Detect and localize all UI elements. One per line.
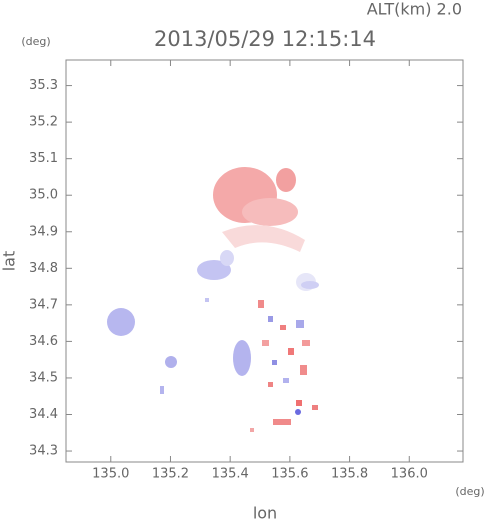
x-tick-label: 136.0 bbox=[391, 467, 428, 482]
echo-field bbox=[107, 167, 319, 432]
y-tick-label: 34.7 bbox=[29, 297, 58, 312]
altitude-label: ALT(km) 2.0 bbox=[367, 0, 462, 19]
y-tick-label: 34.8 bbox=[29, 261, 58, 276]
y-tick-label: 35.3 bbox=[29, 78, 58, 93]
y-tick-label: 35.1 bbox=[29, 151, 58, 166]
x-tick-label: 135.2 bbox=[152, 467, 189, 482]
x-tick-label: 135.8 bbox=[331, 467, 368, 482]
y-tick-label: 35.0 bbox=[29, 188, 58, 203]
y-tick-label: 34.5 bbox=[29, 370, 58, 385]
x-tick-label: 135.4 bbox=[212, 467, 249, 482]
x-tick-label: 135.6 bbox=[271, 467, 308, 482]
chart-title: 2013/05/29 12:15:14 bbox=[154, 27, 376, 51]
plot-frame bbox=[65, 59, 464, 463]
y-tick-label: 34.6 bbox=[29, 334, 58, 349]
y-tick-label: 34.3 bbox=[29, 444, 58, 459]
x-axis-label: lon bbox=[253, 504, 277, 521]
y-axis-label: lat bbox=[0, 251, 19, 272]
y-tick-label: 34.4 bbox=[29, 407, 58, 422]
x-tick-label: 135.0 bbox=[92, 467, 129, 482]
y-unit: (deg) bbox=[21, 35, 50, 48]
x-unit: (deg) bbox=[455, 485, 484, 498]
y-tick-label: 34.9 bbox=[29, 224, 58, 239]
y-tick-label: 35.2 bbox=[29, 115, 58, 130]
